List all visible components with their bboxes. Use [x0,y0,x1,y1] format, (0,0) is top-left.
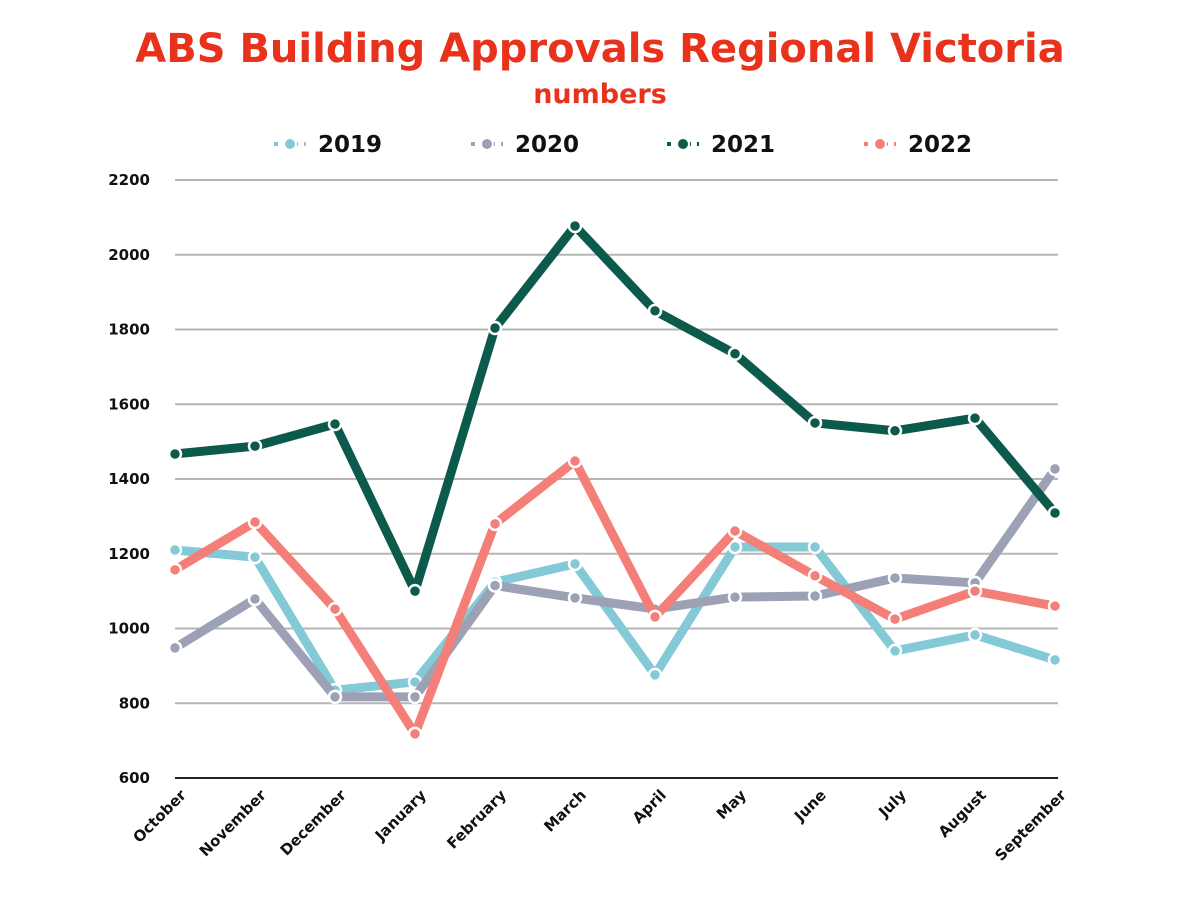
legend-label: 2019 [318,132,382,158]
series-2021 [167,218,1063,599]
legend-item-2019: 2019 [274,132,382,158]
data-point [807,568,823,584]
data-point [727,589,743,605]
legend-label: 2021 [711,132,775,158]
legend-item-2021: 2021 [667,132,775,158]
legend-label: 2022 [908,132,972,158]
data-point [967,627,983,643]
x-tick-label: July [874,786,910,822]
data-point [247,514,263,530]
data-point [167,446,183,462]
series-line [170,221,1060,596]
data-point [647,667,663,683]
data-point [887,611,903,627]
data-point [247,591,263,607]
data-point [407,726,423,742]
data-point [167,542,183,558]
data-point [487,516,503,532]
data-point [487,320,503,336]
data-point [567,453,583,469]
series-line [170,464,1060,702]
data-point [807,539,823,555]
series-line [170,542,1060,695]
data-point [727,523,743,539]
data-point [967,583,983,599]
y-tick-label: 2200 [108,171,150,189]
data-point [727,539,743,555]
legend-marker-icon [873,137,887,151]
data-point [327,416,343,432]
data-point [807,588,823,604]
x-tick-label: February [443,786,510,853]
data-point [1047,598,1063,614]
legend-marker-icon [480,137,494,151]
data-point [567,556,583,572]
data-point [887,423,903,439]
legend-item-2020: 2020 [471,132,579,158]
gridlines [175,179,1058,779]
data-point [647,303,663,319]
data-point [1047,461,1063,477]
y-tick-label: 1400 [108,470,150,488]
data-point [727,346,743,362]
x-tick-label: April [629,786,670,827]
y-tick-label: 2000 [108,246,150,264]
x-tick-label: January [371,786,430,845]
data-point [407,689,423,705]
data-point [887,570,903,586]
x-tick-label: March [540,786,590,836]
chart-subtitle: numbers [533,79,667,110]
data-point [967,410,983,426]
data-point [1047,652,1063,668]
data-point [327,689,343,705]
legend-marker-icon [283,137,297,151]
y-tick-label: 1200 [108,545,150,563]
legend-item-2022: 2022 [864,132,972,158]
x-tick-label: August [935,786,990,841]
series-2022 [167,453,1063,742]
x-tick-label: December [277,786,351,860]
data-point [167,640,183,656]
legend: 2019 2020 2021 2022 [274,132,972,158]
x-tick-label: May [713,786,750,823]
data-point [567,590,583,606]
y-tick-label: 1800 [108,321,150,339]
series-line [170,456,1060,739]
y-tick-label: 600 [119,769,150,787]
data-point [247,549,263,565]
data-point [887,643,903,659]
x-tick-label: November [196,786,270,860]
legend-label: 2020 [515,132,579,158]
y-axis-ticks: 600 800 1000 1200 1400 1600 1800 2000 2200 [108,171,150,787]
data-point [647,609,663,625]
data-point [1047,505,1063,521]
data-point [167,562,183,578]
x-axis-ticks: October November December January February Ma… [129,786,1070,865]
y-tick-label: 800 [119,694,150,712]
x-tick-label: September [991,786,1070,865]
series-2020 [167,461,1063,705]
chart-title: ABS Building Approvals Regional Victoria [135,26,1064,72]
data-point [247,438,263,454]
data-point [807,415,823,431]
data-point [407,583,423,599]
x-tick-label: October [129,786,190,847]
data-point [327,601,343,617]
data-point [567,218,583,234]
series-group [167,218,1063,742]
y-tick-label: 1600 [108,395,150,413]
y-tick-label: 1000 [108,620,150,638]
data-point [487,578,503,593]
legend-marker-icon [676,137,690,151]
series-2019 [167,539,1063,698]
x-tick-label: June [790,786,830,826]
